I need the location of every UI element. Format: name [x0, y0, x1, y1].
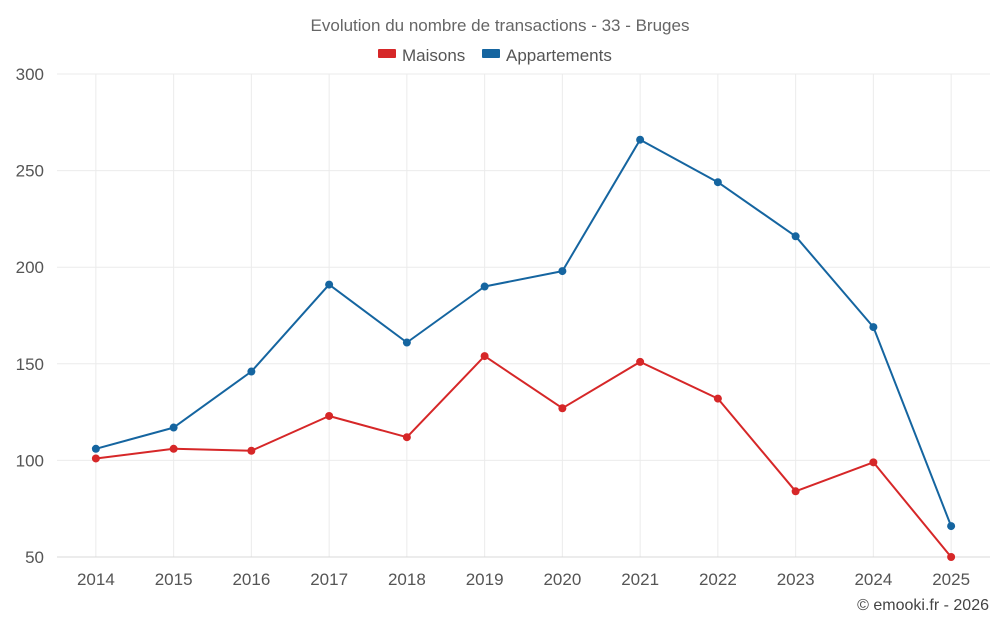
data-point-appartements[interactable]	[247, 367, 256, 376]
data-point-appartements[interactable]	[402, 338, 411, 347]
data-point-maisons[interactable]	[402, 433, 411, 442]
data-point-maisons[interactable]	[247, 446, 256, 455]
data-point-appartements[interactable]	[91, 444, 100, 453]
data-point-maisons[interactable]	[558, 404, 567, 413]
x-tick-label: 2025	[932, 570, 970, 589]
y-tick-label: 200	[16, 258, 44, 277]
legend-item-appartements[interactable]: Appartements	[482, 46, 612, 65]
data-point-appartements[interactable]	[869, 323, 878, 332]
data-point-maisons[interactable]	[636, 357, 645, 366]
series	[91, 135, 956, 561]
data-point-maisons[interactable]	[713, 394, 722, 403]
data-point-appartements[interactable]	[480, 282, 489, 291]
axes: 50 100 150 200 250 300 2014 2015 2016 2017 2018 201…	[16, 65, 970, 589]
x-tick-label: 2021	[621, 570, 659, 589]
data-point-maisons[interactable]	[869, 458, 878, 467]
data-point-appartements[interactable]	[713, 178, 722, 187]
data-point-maisons[interactable]	[325, 411, 334, 420]
x-tick-label: 2015	[155, 570, 193, 589]
legend-label-appartements: Appartements	[506, 46, 612, 65]
x-tick-label: 2018	[388, 570, 426, 589]
data-point-appartements[interactable]	[636, 135, 645, 144]
x-tick-label: 2020	[543, 570, 581, 589]
data-point-maisons[interactable]	[791, 487, 800, 496]
data-point-maisons[interactable]	[91, 454, 100, 463]
x-tick-label: 2022	[699, 570, 737, 589]
series-appartements	[91, 135, 956, 531]
credit-text: © emooki.fr - 2026	[857, 597, 989, 614]
data-point-maisons[interactable]	[480, 352, 489, 361]
legend-swatch-maisons	[378, 49, 396, 58]
legend: Maisons Appartements	[378, 46, 612, 65]
y-tick-label: 250	[16, 162, 44, 181]
data-point-appartements[interactable]	[325, 280, 334, 289]
x-tick-label: 2019	[466, 570, 504, 589]
x-tick-label: 2016	[232, 570, 270, 589]
x-tick-label: 2014	[77, 570, 115, 589]
series-line-maisons	[95, 355, 952, 558]
data-point-appartements[interactable]	[791, 232, 800, 241]
y-tick-label: 50	[25, 548, 44, 567]
series-maisons	[91, 352, 956, 561]
data-point-maisons[interactable]	[947, 553, 956, 561]
series-line-appartements	[95, 138, 953, 527]
y-tick-label: 150	[16, 355, 44, 374]
gridlines	[57, 73, 990, 558]
legend-label-maisons: Maisons	[402, 46, 465, 65]
x-tick-label: 2023	[777, 570, 815, 589]
legend-item-maisons[interactable]: Maisons	[378, 46, 465, 65]
x-tick-label: 2017	[310, 570, 348, 589]
x-tick-label: 2024	[854, 570, 892, 589]
legend-swatch-appartements	[482, 49, 500, 58]
chart-title: Evolution du nombre de transactions - 33…	[311, 16, 690, 35]
data-point-appartements[interactable]	[558, 267, 567, 276]
y-tick-label: 300	[16, 65, 44, 84]
y-tick-label: 100	[16, 451, 44, 470]
data-point-appartements[interactable]	[169, 423, 178, 432]
data-point-maisons[interactable]	[169, 444, 178, 453]
data-point-appartements[interactable]	[947, 522, 956, 531]
